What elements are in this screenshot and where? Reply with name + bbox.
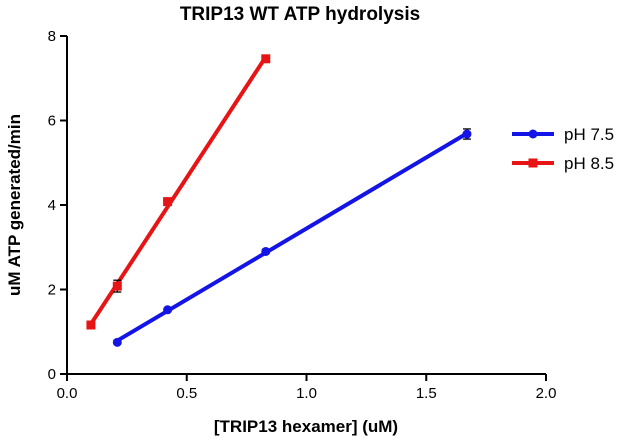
- fit-line: [115, 131, 469, 343]
- y-tick-label: 2: [48, 282, 56, 299]
- x-axis-label: [TRIP13 hexamer] (uM): [214, 417, 398, 436]
- data-point: [261, 246, 271, 256]
- data-point: [163, 197, 173, 207]
- series-layer: [86, 54, 472, 347]
- x-tick-label: 1.5: [416, 385, 437, 402]
- legend-entry: pH 8.5: [512, 154, 614, 173]
- y-tick-label: 4: [48, 197, 56, 214]
- legend-label: pH 8.5: [564, 154, 614, 173]
- x-tick-label: 0.0: [57, 385, 78, 402]
- data-point: [112, 337, 122, 347]
- fit-line: [88, 54, 268, 327]
- y-axis-label: uM ATP generated/min: [5, 114, 24, 296]
- legend-swatch-marker: [528, 158, 538, 168]
- x-tick-label: 1.0: [296, 385, 317, 402]
- y-tick-label: 8: [48, 28, 56, 45]
- data-point: [86, 320, 96, 330]
- y-tick-label: 6: [48, 113, 56, 130]
- y-tick-label: 0: [48, 366, 56, 383]
- series-1: [86, 54, 271, 330]
- data-point: [163, 305, 173, 315]
- legend-swatch-marker: [528, 129, 538, 139]
- data-point: [462, 129, 472, 139]
- axes: 0.0 0.5 1.0 1.5 2.0 0 2 4 6 8: [48, 28, 557, 402]
- series-0: [112, 128, 472, 347]
- data-point: [261, 54, 271, 64]
- x-tick-label: 0.5: [176, 385, 197, 402]
- x-tick-label: 2.0: [536, 385, 557, 402]
- data-point: [112, 281, 122, 291]
- legend-label: pH 7.5: [564, 125, 614, 144]
- legend-entry: pH 7.5: [512, 125, 614, 144]
- legend: pH 7.5 pH 8.5: [512, 125, 614, 173]
- chart-title: TRIP13 WT ATP hydrolysis: [180, 4, 420, 25]
